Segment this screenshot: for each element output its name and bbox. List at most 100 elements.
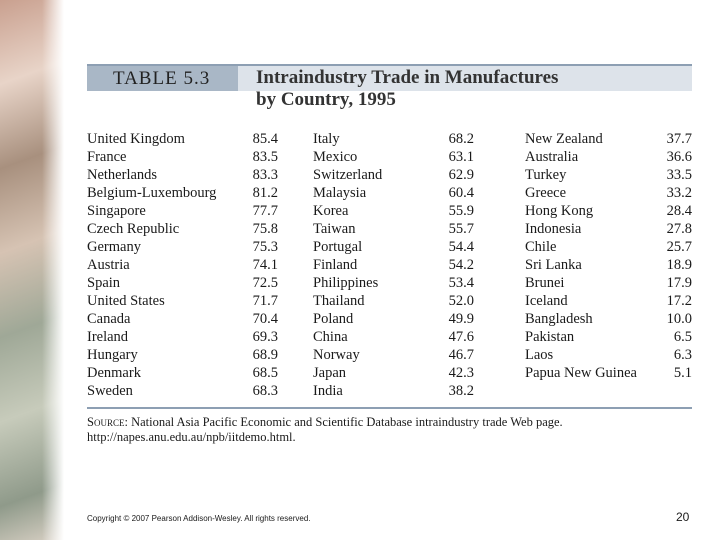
value-cell: 75.3 [252, 239, 278, 255]
title-line: Intraindustry Trade in Manufactures [256, 67, 559, 88]
country-cell: Thailand [313, 293, 365, 309]
value-cell: 68.5 [252, 365, 278, 381]
country-cell: China [313, 329, 348, 345]
value-cell: 72.5 [252, 275, 278, 291]
value-cell: 52.0 [448, 293, 474, 309]
country-cell: Belgium-Luxembourg [87, 185, 217, 201]
country-cell: Japan [313, 365, 347, 381]
value-cell: 68.9 [252, 347, 278, 363]
value-cell: 6.3 [673, 347, 692, 363]
value-cell: 71.7 [252, 293, 278, 309]
value-cell: 68.3 [252, 383, 278, 399]
page-number: 20 [676, 510, 690, 524]
value-cell: 81.2 [252, 185, 278, 201]
country-cell: Austria [87, 257, 130, 273]
country-cell: Czech Republic [87, 221, 180, 237]
country-cell: Italy [313, 131, 340, 147]
country-cell: Laos [525, 347, 554, 363]
rule [87, 64, 692, 66]
value-cell: 77.7 [252, 203, 278, 219]
value-cell: 60.4 [448, 185, 474, 201]
value-cell: 47.6 [448, 329, 474, 345]
country-cell: Bangladesh [525, 311, 593, 327]
value-cell: 83.3 [252, 167, 278, 183]
country-cell: Malaysia [313, 185, 367, 201]
value-cell: 27.8 [666, 221, 692, 237]
value-cell: 37.7 [666, 131, 692, 147]
country-cell: Pakistan [525, 329, 575, 345]
value-cell: 62.9 [448, 167, 474, 183]
country-cell: Finland [313, 257, 358, 273]
rule [87, 407, 692, 409]
value-cell: 83.5 [252, 149, 278, 165]
value-cell: 75.8 [252, 221, 278, 237]
value-cell: 49.9 [448, 311, 474, 327]
country-cell: Ireland [87, 329, 129, 345]
value-cell: 17.9 [666, 275, 692, 291]
country-cell: New Zealand [525, 131, 603, 147]
value-cell: 5.1 [673, 365, 692, 381]
value-cell: 33.2 [666, 185, 692, 201]
country-cell: Hungary [87, 347, 138, 363]
country-cell: Netherlands [87, 167, 158, 183]
country-cell: India [313, 383, 343, 399]
value-cell: 55.9 [448, 203, 474, 219]
country-cell: Chile [525, 239, 557, 255]
country-cell: Canada [87, 311, 131, 327]
copyright: Copyright © 2007 Pearson Addison-Wesley.… [87, 514, 311, 523]
country-cell: Iceland [525, 293, 568, 309]
value-cell: 85.4 [252, 131, 278, 147]
country-cell: United Kingdom [87, 131, 185, 147]
country-cell: Turkey [525, 167, 567, 183]
value-cell: 46.7 [448, 347, 474, 363]
country-cell: Brunei [525, 275, 565, 291]
value-cell: 74.1 [252, 257, 278, 273]
source-note: Source: National Asia Pacific Economic a… [87, 415, 687, 445]
country-cell: Norway [313, 347, 360, 363]
country-cell: Germany [87, 239, 141, 255]
country-cell: Switzerland [313, 167, 383, 183]
value-cell: 18.9 [666, 257, 692, 273]
value-cell: 54.4 [448, 239, 474, 255]
country-cell: Singapore [87, 203, 146, 219]
decorative-strip [0, 0, 64, 540]
country-cell: Sweden [87, 383, 133, 399]
country-cell: France [87, 149, 127, 165]
value-cell: 36.6 [666, 149, 692, 165]
country-cell: Taiwan [313, 221, 356, 237]
value-cell: 70.4 [252, 311, 278, 327]
country-cell: Philippines [313, 275, 379, 291]
source-label: Source: [87, 415, 128, 429]
title-line: by Country, 1995 [256, 89, 396, 110]
country-cell: Australia [525, 149, 579, 165]
source-text: National Asia Pacific Economic and Scien… [87, 415, 563, 444]
country-cell: Hong Kong [525, 203, 594, 219]
value-cell: 38.2 [448, 383, 474, 399]
table-tag: TABLE 5.3 [87, 66, 238, 91]
title-band [238, 66, 692, 91]
country-cell: Poland [313, 311, 354, 327]
value-cell: 6.5 [673, 329, 692, 345]
value-cell: 10.0 [666, 311, 692, 327]
value-cell: 69.3 [252, 329, 278, 345]
country-cell: Papua New Guinea [525, 365, 637, 381]
country-cell: Sri Lanka [525, 257, 582, 273]
country-cell: Spain [87, 275, 121, 291]
value-cell: 53.4 [448, 275, 474, 291]
value-cell: 63.1 [448, 149, 474, 165]
country-cell: Denmark [87, 365, 141, 381]
value-cell: 33.5 [666, 167, 692, 183]
value-cell: 17.2 [666, 293, 692, 309]
value-cell: 42.3 [448, 365, 474, 381]
country-cell: Portugal [313, 239, 363, 255]
value-cell: 28.4 [666, 203, 692, 219]
country-cell: Korea [313, 203, 349, 219]
value-cell: 68.2 [448, 131, 474, 147]
country-cell: United States [87, 293, 165, 309]
value-cell: 54.2 [448, 257, 474, 273]
country-cell: Indonesia [525, 221, 582, 237]
country-cell: Mexico [313, 149, 358, 165]
country-cell: Greece [525, 185, 567, 201]
table-title: Intraindustry Trade in Manufactures by C… [256, 67, 686, 111]
